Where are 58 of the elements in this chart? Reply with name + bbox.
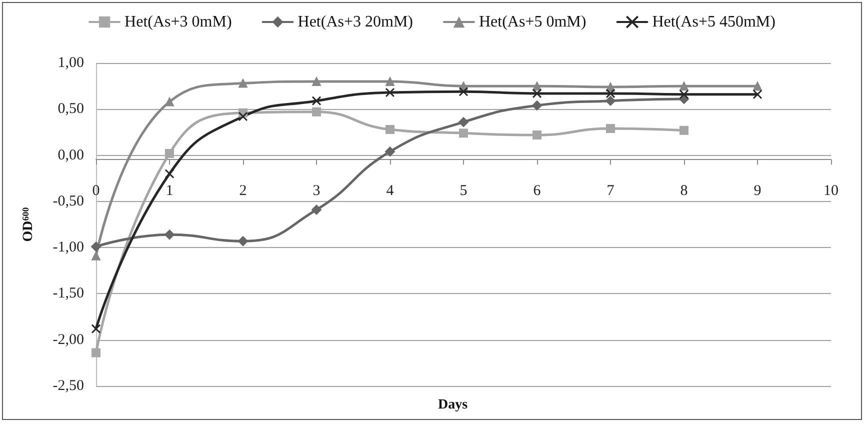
- point: [606, 88, 616, 98]
- point: [165, 148, 174, 158]
- x-tick-label: 1: [166, 183, 174, 200]
- y-tick-label: 0,00: [58, 147, 84, 164]
- point: [532, 88, 542, 98]
- point: [385, 88, 395, 98]
- point: [458, 117, 468, 128]
- point: [238, 236, 248, 246]
- x-tick-label: 9: [754, 183, 762, 200]
- x-axis-title: Days: [438, 398, 468, 412]
- legend-label: Het(As+3 0mM): [124, 14, 232, 30]
- point: [386, 124, 394, 134]
- x-tick-label: 10: [824, 183, 838, 200]
- point: [385, 146, 395, 157]
- x-tick-label: 8: [680, 183, 688, 200]
- point: [459, 128, 468, 138]
- point: [679, 90, 689, 100]
- point: [680, 126, 688, 135]
- point: [91, 242, 101, 252]
- point: [680, 82, 688, 91]
- point: [532, 100, 542, 110]
- point: [312, 76, 321, 86]
- point: [312, 107, 321, 116]
- point: [458, 86, 468, 96]
- point: [606, 124, 615, 134]
- point: [606, 96, 616, 106]
- y-tick-label: 1,00: [58, 55, 84, 71]
- point: [165, 97, 174, 106]
- y-tick-label: -2,00: [52, 332, 84, 348]
- x-tick-label: 2: [239, 183, 247, 200]
- point: [91, 324, 101, 334]
- point: [238, 112, 248, 122]
- point: [164, 230, 174, 240]
- point: [312, 96, 322, 106]
- point: [386, 76, 394, 86]
- point: [238, 78, 248, 88]
- x-tick-label: 0: [92, 183, 100, 200]
- x-tick-label: 3: [312, 183, 320, 200]
- y-tick-label: -1,00: [52, 240, 84, 256]
- point: [532, 130, 542, 140]
- x-tick-label: 4: [386, 183, 394, 200]
- point: [312, 204, 322, 215]
- x-tick-label: 7: [606, 183, 615, 200]
- x-tick-label: 6: [533, 183, 542, 200]
- y-tick-label: -0,50: [52, 193, 84, 210]
- legend-label: Het(As+5 450mM): [652, 14, 776, 30]
- y-tick-label: -1,50: [52, 286, 84, 302]
- legend-label: Het(As+3 20mM): [298, 14, 413, 30]
- x-tick-label: 5: [460, 183, 468, 200]
- point: [164, 168, 174, 178]
- legend-label: Het(As+5 0mM): [479, 14, 586, 30]
- point: [753, 82, 762, 91]
- point: [752, 90, 762, 100]
- point: [92, 348, 100, 358]
- point: [92, 251, 100, 260]
- y-tick-label: -2,50: [52, 378, 84, 394]
- y-axis-title: OD600: [20, 206, 36, 242]
- y-tick-label: 0,50: [58, 101, 84, 118]
